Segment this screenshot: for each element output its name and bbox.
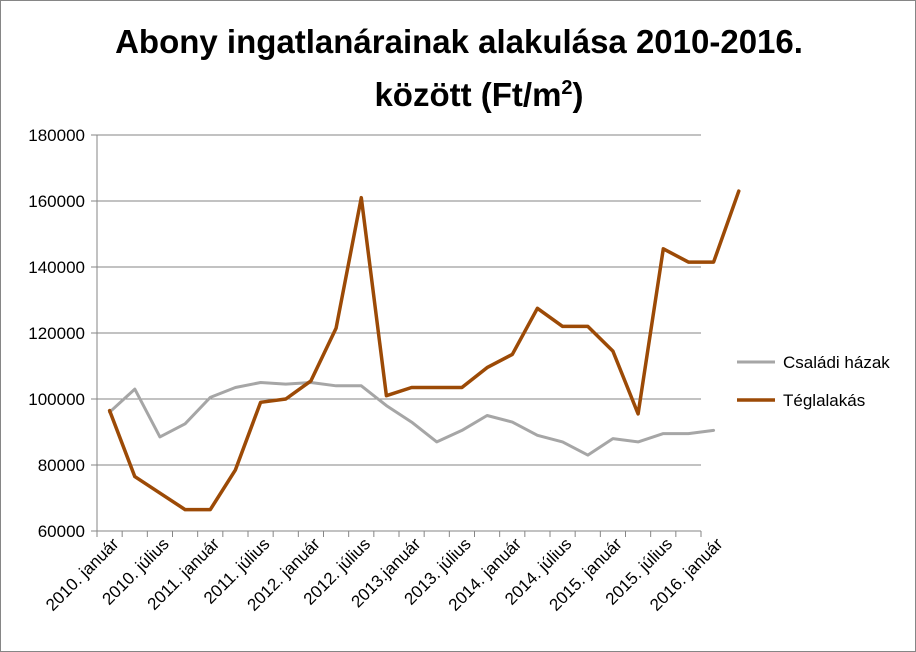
legend-label: Családi házak <box>783 353 890 372</box>
series-line-2 <box>107 189 741 512</box>
y-tick-label: 160000 <box>28 192 85 211</box>
chart-title-line2-suffix: ) <box>572 76 584 113</box>
chart-title-line2: között (Ft/m2) <box>1 65 916 118</box>
y-tick-label: 100000 <box>28 390 85 409</box>
chart-title: Abony ingatlanárainak alakulása 2010-201… <box>1 19 916 118</box>
y-tick-label: 140000 <box>28 258 85 277</box>
chart-title-line1: Abony ingatlanárainak alakulása 2010-201… <box>115 23 803 60</box>
chart-title-superscript: 2 <box>561 77 573 99</box>
y-tick-label: 60000 <box>38 522 85 541</box>
chart-title-line2-prefix: között (Ft/m <box>374 76 562 113</box>
y-tick-label: 180000 <box>28 126 85 145</box>
series-lines <box>107 189 741 512</box>
gridlines <box>97 134 701 466</box>
series-line-1 <box>108 381 716 457</box>
y-axis-ticks: 60000 80000 100000 120000 140000 160000 180000 <box>28 126 97 541</box>
legend: Családi házak Téglalakás <box>737 353 890 410</box>
legend-label: Téglalakás <box>783 391 865 410</box>
y-tick-label: 80000 <box>38 456 85 475</box>
y-tick-label: 120000 <box>28 324 85 343</box>
